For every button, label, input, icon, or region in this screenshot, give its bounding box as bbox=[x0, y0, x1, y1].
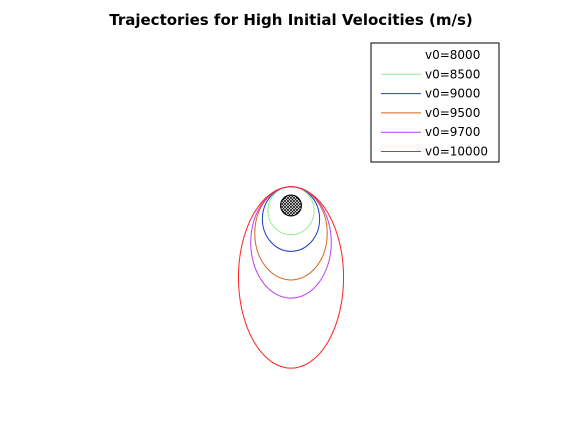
legend-label: v0=9700 bbox=[425, 125, 480, 139]
plot-area bbox=[237, 186, 345, 369]
legend-label: v0=10000 bbox=[425, 145, 488, 159]
legend-label: v0=9500 bbox=[425, 106, 480, 120]
legend-label: v0=8500 bbox=[425, 67, 480, 81]
central-body bbox=[280, 194, 302, 217]
series-line-v0-10000 bbox=[237, 186, 345, 369]
legend: v0=8000 v0=8500 v0=9000 v0=9500 v0=9700 v0=10… bbox=[370, 42, 500, 163]
legend-box bbox=[370, 42, 500, 163]
chart-title: Trajectories for High Initial Velocities… bbox=[109, 11, 472, 29]
legend-label: v0=8000 bbox=[425, 48, 480, 62]
legend-label: v0=9000 bbox=[425, 87, 480, 101]
